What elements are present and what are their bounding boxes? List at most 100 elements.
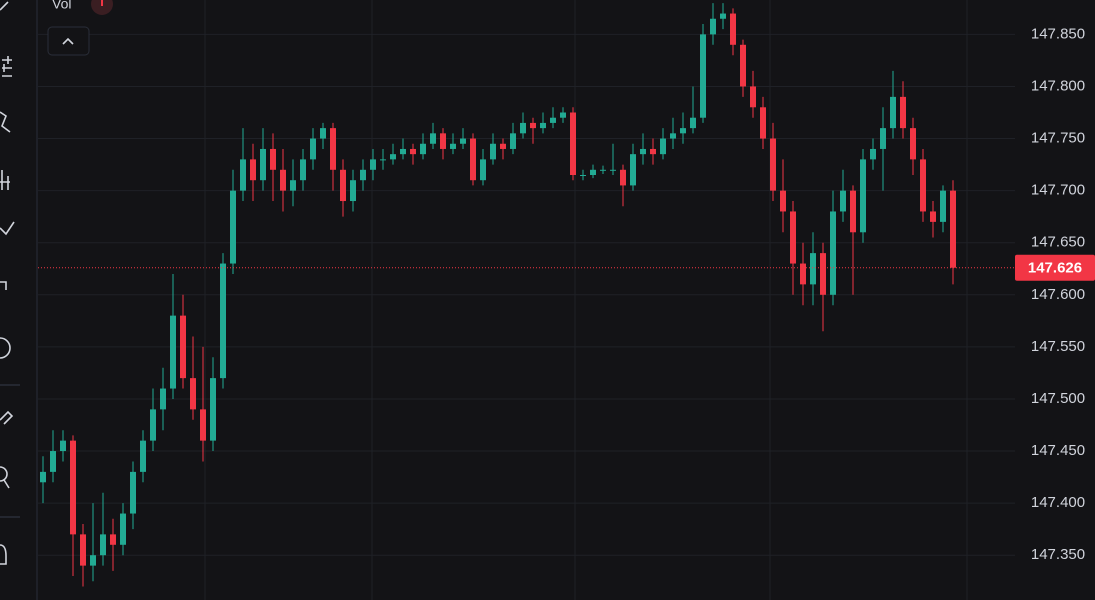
candle-body [800, 263, 806, 285]
icon[interactable] [0, 466, 8, 482]
candle-body [440, 133, 446, 149]
candle-body [210, 378, 216, 441]
candle-body [520, 122, 526, 134]
candle-body [500, 143, 506, 149]
candle-body [240, 159, 246, 191]
candle-body [830, 211, 836, 295]
candle-body [610, 169, 616, 171]
candle-body [690, 117, 696, 129]
icon[interactable] [0, 281, 7, 290]
candle-body [720, 13, 726, 19]
icon[interactable] [0, 410, 14, 425]
candle-body [900, 96, 906, 129]
candle-body [890, 96, 896, 129]
candle-body [410, 148, 416, 155]
candle-body [430, 133, 436, 144]
candle-body [250, 159, 256, 181]
warning-icon[interactable] [91, 0, 113, 15]
candle-body [460, 138, 466, 144]
candle-body [710, 18, 716, 35]
collapse-button[interactable] [47, 26, 90, 56]
icon[interactable] [0, 221, 15, 236]
icon[interactable] [0, 337, 11, 359]
candle-body [780, 190, 786, 212]
candle-body [560, 112, 566, 118]
candle-body [750, 86, 756, 108]
y-tick-label: 147.450 [1031, 442, 1085, 459]
candle-body [90, 555, 96, 566]
candle-body [920, 159, 926, 212]
y-tick-label: 147.600 [1031, 286, 1085, 303]
candle-body [200, 409, 206, 441]
candle-body [860, 159, 866, 233]
last-price-label: 147.626 [1028, 260, 1082, 277]
y-tick-label: 147.750 [1031, 130, 1085, 147]
y-tick-label: 147.550 [1031, 338, 1085, 355]
candle-body [660, 138, 666, 155]
candle-body [230, 190, 236, 264]
candle-body [930, 211, 936, 222]
candles [38, 3, 1015, 587]
candle-body [870, 148, 876, 160]
y-tick-label: 147.650 [1031, 234, 1085, 251]
candle-body [290, 180, 296, 191]
candle-body [820, 253, 826, 295]
indicator-label: Vol [52, 0, 71, 12]
candle-body [330, 128, 336, 170]
candle-body [220, 263, 226, 379]
chevron-icon [62, 37, 74, 45]
candle-body [910, 128, 916, 160]
candle-body [310, 138, 316, 160]
candle-body [650, 148, 656, 155]
candle-body [760, 107, 766, 139]
candle-body [810, 253, 816, 285]
candle-body [70, 440, 76, 535]
candle-body [120, 513, 126, 545]
icon[interactable] [3, 479, 10, 489]
time-grid [204, 0, 968, 600]
candle-body [950, 190, 956, 268]
y-tick-label: 147.400 [1031, 494, 1085, 511]
candle-body [420, 143, 426, 155]
candle-body [80, 534, 86, 566]
icon[interactable] [2, 56, 12, 77]
candle-body [300, 159, 306, 181]
candle-body [270, 148, 276, 170]
candle-body [790, 211, 796, 264]
y-tick-label: 147.500 [1031, 390, 1085, 407]
y-tick-label: 147.850 [1031, 25, 1085, 42]
icon[interactable] [0, 544, 7, 565]
candle-body [150, 409, 156, 441]
candle-body [470, 138, 476, 181]
candle-body [670, 133, 676, 139]
candle-body [530, 122, 536, 129]
candle-body [630, 154, 636, 186]
candle-body [190, 378, 196, 410]
candle-body [740, 44, 746, 87]
candle-body [370, 159, 376, 170]
candle-body [730, 13, 736, 45]
candle-body [570, 112, 576, 175]
icon[interactable] [0, 170, 10, 190]
y-tick-label: 147.800 [1031, 77, 1085, 94]
candle-body [580, 175, 586, 176]
candle-body [390, 154, 396, 160]
candle-body [490, 143, 496, 160]
candle-body [680, 128, 686, 134]
candle-body [180, 315, 186, 379]
candle-body [620, 169, 626, 186]
toolbar [0, 0, 37, 600]
candle-body [400, 148, 406, 155]
candle-body [160, 388, 166, 410]
icon[interactable] [0, 1, 9, 11]
candle-body [590, 169, 596, 175]
candle-body [140, 440, 146, 472]
price-axis: 147.350 147.400 147.450 147.500 147.550 147.6… [1015, 25, 1095, 563]
candle-body [770, 138, 776, 191]
candle-body [380, 159, 386, 161]
candle-body [510, 133, 516, 149]
icon[interactable] [0, 111, 11, 133]
